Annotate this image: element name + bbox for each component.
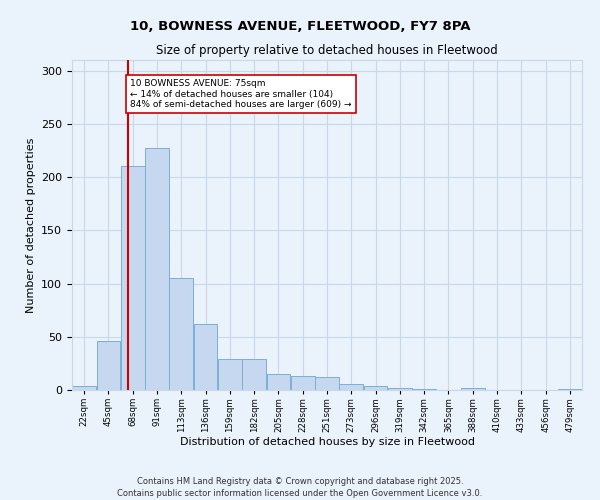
Title: Size of property relative to detached houses in Fleetwood: Size of property relative to detached ho… [156,44,498,58]
Bar [242,359,266,390]
Bar [364,386,388,390]
Bar [145,148,169,390]
Bar [558,389,582,390]
Text: 10 BOWNESS AVENUE: 75sqm
← 14% of detached houses are smaller (104)
84% of semi-: 10 BOWNESS AVENUE: 75sqm ← 14% of detach… [130,79,352,109]
Bar [388,388,412,390]
Bar [461,388,485,390]
Bar [266,374,290,390]
Bar [291,376,314,390]
Y-axis label: Number of detached properties: Number of detached properties [26,138,35,312]
Bar [340,384,363,390]
Bar [315,377,339,390]
X-axis label: Distribution of detached houses by size in Fleetwood: Distribution of detached houses by size … [179,438,475,448]
Bar [97,341,121,390]
Bar [169,278,193,390]
Bar [218,359,242,390]
Bar [72,386,96,390]
Text: 10, BOWNESS AVENUE, FLEETWOOD, FY7 8PA: 10, BOWNESS AVENUE, FLEETWOOD, FY7 8PA [130,20,470,32]
Bar [194,324,217,390]
Text: Contains HM Land Registry data © Crown copyright and database right 2025.
Contai: Contains HM Land Registry data © Crown c… [118,476,482,498]
Bar [412,389,436,390]
Bar [121,166,145,390]
